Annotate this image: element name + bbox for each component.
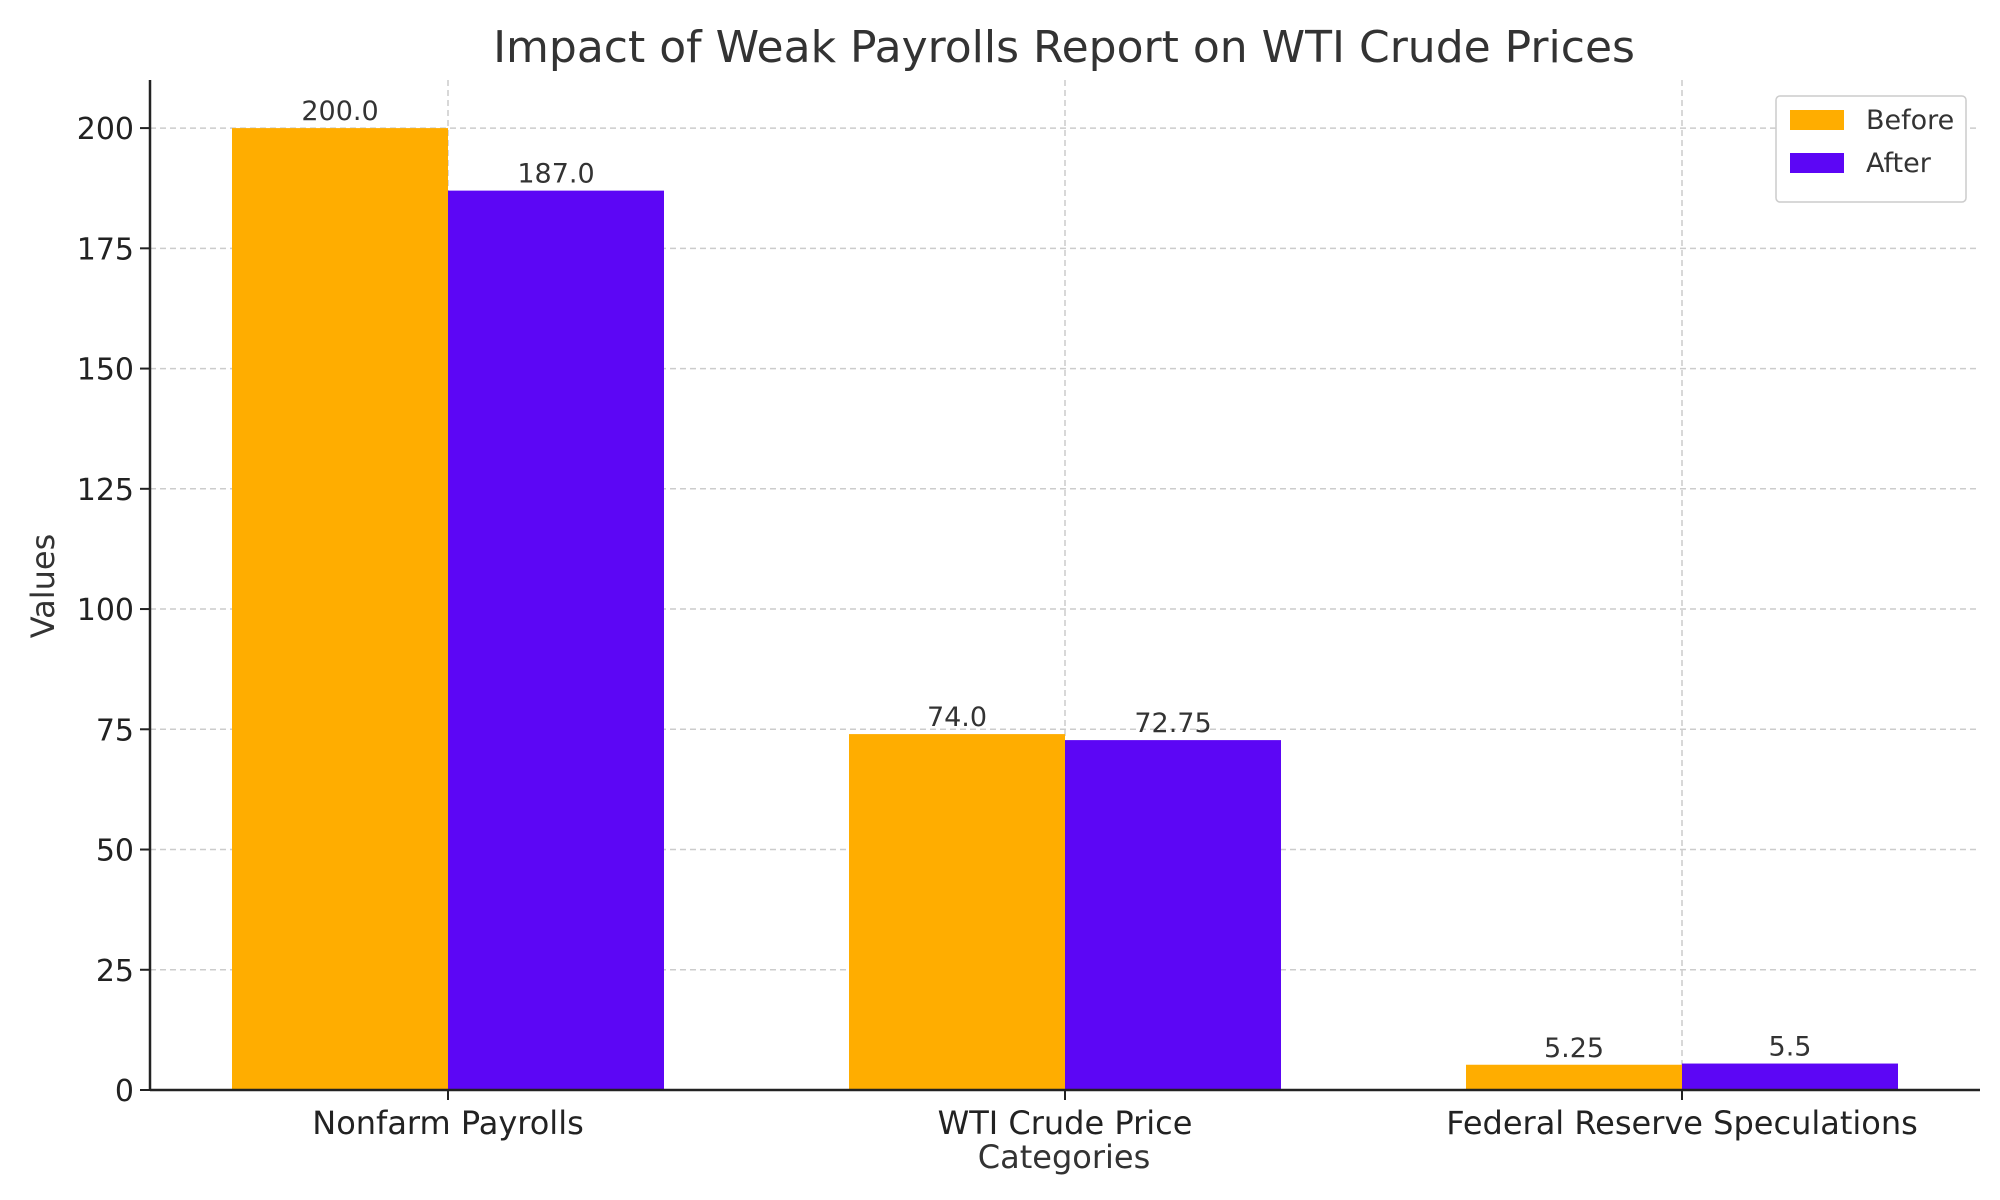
bar-value-label: 5.5 [1769, 1032, 1812, 1063]
chart-title: Impact of Weak Payrolls Report on WTI Cr… [493, 22, 1635, 73]
x-axis-label: Categories [978, 1138, 1150, 1176]
y-tick-label: 100 [77, 593, 134, 628]
bar-value-label: 200.0 [301, 96, 378, 127]
x-tick-label: Federal Reserve Speculations [1446, 1104, 1918, 1142]
bars [232, 128, 1898, 1091]
legend-label: Before [1866, 105, 1954, 136]
legend-label: After [1866, 148, 1932, 179]
y-tick-label: 75 [96, 713, 134, 748]
bar-value-label: 74.0 [927, 702, 987, 733]
legend-swatch [1790, 153, 1844, 173]
bar-value-label: 5.25 [1544, 1033, 1604, 1064]
bar-before [232, 128, 448, 1091]
legend-swatch [1790, 110, 1844, 130]
axes: 0 25 50 75 100 125 150 175 200 Nonfarm Payrolls WT… [77, 80, 1980, 1142]
bar-before [849, 734, 1065, 1090]
y-tick-label: 200 [77, 112, 134, 147]
y-tick-label: 0 [115, 1074, 134, 1109]
y-tick-label: 50 [96, 834, 134, 869]
bar-value-label: 187.0 [517, 159, 594, 190]
bar-before [1466, 1064, 1682, 1090]
bar-after [448, 190, 664, 1091]
bar-value-labels: 200.0 74.0 5.25 187.0 72.75 5.5 [301, 96, 1811, 1064]
bar-after [1682, 1063, 1898, 1090]
y-tick-label: 25 [96, 954, 134, 989]
bar-value-label: 72.75 [1134, 708, 1211, 739]
y-tick-label: 150 [77, 353, 134, 388]
y-tick-label: 175 [77, 232, 134, 267]
y-tick-label: 125 [77, 473, 134, 508]
x-tick-label: Nonfarm Payrolls [312, 1104, 584, 1142]
bar-after [1065, 740, 1281, 1090]
y-axis-label: Values [24, 534, 62, 639]
x-tick-label: WTI Crude Price [938, 1104, 1193, 1142]
legend: Before After [1775, 95, 1967, 203]
